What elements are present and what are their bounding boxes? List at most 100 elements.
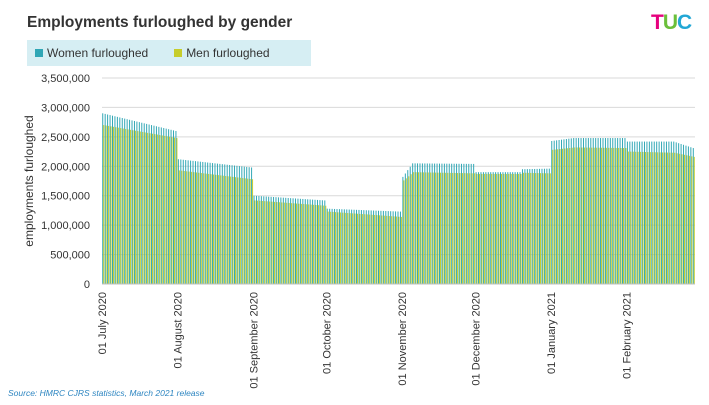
bar-women — [651, 141, 653, 284]
bar-men — [144, 132, 146, 284]
bar-men — [115, 127, 117, 285]
bar-women — [202, 161, 204, 284]
bar-men — [442, 172, 444, 284]
bar-men — [132, 130, 134, 284]
bar-women — [648, 141, 650, 284]
bar-men — [557, 149, 559, 284]
bar-men — [679, 153, 681, 284]
bar-men — [305, 204, 307, 284]
y-tick-label: 2,500,000 — [41, 132, 90, 144]
bar-men — [654, 152, 656, 284]
bar-women — [343, 209, 345, 284]
bar-men — [483, 173, 485, 284]
bar-men — [479, 173, 481, 284]
bar-men — [303, 204, 305, 284]
bar-women — [129, 119, 131, 284]
bar-men — [325, 205, 327, 284]
bar-women — [114, 116, 116, 284]
bar-women — [683, 144, 685, 284]
bar-men — [249, 178, 251, 284]
bar-men — [308, 204, 310, 284]
legend-label-women: Women furloughed — [47, 46, 149, 60]
bar-men — [591, 147, 593, 284]
bar-women — [260, 196, 262, 284]
bar-men — [127, 129, 129, 284]
bar-men — [435, 172, 437, 284]
bar-men — [254, 200, 256, 284]
bar-women — [246, 166, 248, 284]
bar-women — [609, 138, 611, 284]
bar-women — [275, 197, 277, 284]
bar-women — [143, 123, 145, 284]
bar-women — [331, 208, 333, 284]
bar-women — [497, 172, 499, 284]
bar-women — [612, 138, 614, 284]
bar-women — [236, 165, 238, 284]
bar-men — [488, 173, 490, 284]
bar-men — [615, 147, 617, 284]
bar-women — [431, 163, 433, 284]
bar-men — [186, 171, 188, 284]
bar-women — [600, 138, 602, 284]
bar-men — [259, 200, 261, 284]
bar-women — [517, 172, 519, 284]
x-tick-label: 01 December 2020 — [470, 292, 482, 386]
bar-women — [292, 198, 294, 284]
bar-women — [131, 120, 133, 285]
bar-men — [274, 201, 276, 284]
bar-women — [299, 198, 301, 284]
bar-women — [368, 210, 370, 284]
bar-women — [390, 211, 392, 284]
bar-men — [261, 200, 263, 284]
bar-men — [400, 216, 402, 284]
bar-women — [285, 197, 287, 284]
bar-women — [441, 163, 443, 284]
bar-men — [500, 173, 502, 284]
bar-women — [253, 195, 255, 284]
bar-men — [371, 214, 373, 284]
bar-women — [219, 163, 221, 284]
bar-men — [469, 173, 471, 284]
bar-men — [376, 215, 378, 284]
bar-men — [588, 147, 590, 284]
bar-men — [191, 171, 193, 284]
legend-swatch-women — [35, 49, 43, 57]
bar-men — [559, 149, 561, 284]
bar-women — [485, 172, 487, 284]
y-tick-label: 1,500,000 — [41, 191, 90, 203]
bar-men — [149, 133, 151, 284]
bar-women — [380, 210, 382, 284]
bar-men — [676, 153, 678, 284]
bar-men — [586, 147, 588, 284]
bar-women — [665, 141, 667, 284]
bar-women — [626, 141, 628, 284]
bar-men — [281, 202, 283, 284]
bar-men — [171, 137, 173, 284]
bar-men — [681, 154, 683, 284]
bar-men — [337, 212, 339, 284]
chart-title: Employments furloughed by gender — [27, 14, 293, 31]
bar-women — [214, 163, 216, 284]
bar-men — [576, 147, 578, 284]
bar-women — [395, 211, 397, 284]
bar-men — [544, 173, 546, 284]
bar-men — [454, 172, 456, 284]
bar-men — [137, 131, 139, 284]
bar-women — [446, 163, 448, 284]
bar-women — [675, 142, 677, 284]
bar-men — [388, 216, 390, 284]
bar-men — [315, 204, 317, 284]
bar-women — [480, 172, 482, 284]
bar-men — [547, 173, 549, 284]
bar-women — [387, 211, 389, 284]
bar-men — [542, 173, 544, 284]
bar-women — [175, 130, 177, 284]
bar-men — [112, 126, 114, 284]
bar-women — [155, 126, 157, 285]
bar-men — [461, 173, 463, 284]
bar-women — [370, 210, 372, 284]
bar-women — [270, 196, 272, 284]
bar-men — [627, 151, 629, 284]
bar-women — [287, 197, 289, 284]
